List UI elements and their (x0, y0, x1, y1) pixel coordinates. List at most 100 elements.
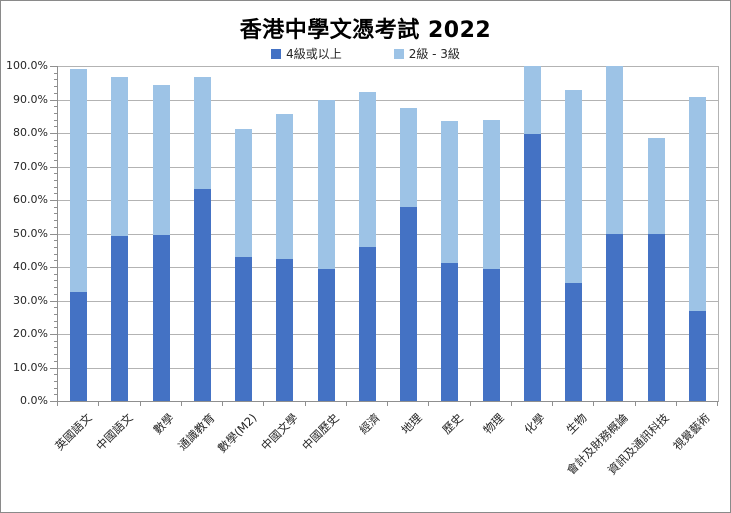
x-tick-1 (98, 402, 100, 406)
y-minor-tick-96 (54, 79, 57, 81)
bar-經濟 (358, 66, 376, 401)
y-minor-tick-46 (54, 246, 57, 248)
bar-segment-level2to3 (152, 84, 170, 235)
gridline-90 (58, 99, 718, 101)
y-minor-tick-84 (54, 119, 57, 121)
bar-物理 (482, 66, 500, 401)
y-tick-label-80.0%: 80.0% (13, 126, 48, 139)
y-minor-tick-82 (54, 126, 57, 128)
bar-segment-level4plus (193, 188, 211, 401)
x-tick-11 (510, 402, 512, 406)
y-tick-label-100.0%: 100.0% (6, 59, 48, 72)
y-minor-tick-48 (54, 240, 57, 242)
x-label-數學: 數學 (150, 410, 177, 437)
bar-segment-level4plus (111, 235, 129, 401)
bar-歷史 (441, 66, 459, 401)
y-tick-label-30.0%: 30.0% (13, 293, 48, 307)
x-axis-ticks (57, 401, 718, 406)
x-tick-15 (675, 402, 677, 406)
legend-swatch-level4plus (271, 48, 282, 59)
x-tick-13 (593, 402, 595, 406)
y-minor-tick-76 (54, 146, 57, 148)
bar-segment-level4plus (358, 246, 376, 401)
y-minor-tick-32 (54, 293, 57, 295)
legend-item-level2to3: 2級 - 3級 (393, 45, 460, 62)
y-major-tick-10 (50, 367, 57, 369)
bar-segment-level2to3 (276, 113, 294, 259)
gridline-70 (58, 166, 718, 168)
bar-segment-level4plus (606, 234, 624, 401)
y-minor-tick-12 (54, 360, 57, 362)
y-minor-tick-36 (54, 280, 57, 282)
y-minor-tick-28 (54, 307, 57, 309)
y-tick-label-90.0%: 90.0% (13, 92, 48, 106)
y-minor-tick-2 (54, 394, 57, 396)
y-minor-tick-58 (54, 206, 57, 208)
bar-segment-level2to3 (565, 90, 583, 283)
y-major-tick-100 (50, 66, 57, 67)
bar-segment-level4plus (482, 268, 500, 401)
bar-生物 (565, 66, 583, 401)
x-tick-5 (263, 402, 265, 406)
y-minor-tick-24 (54, 320, 57, 322)
y-minor-tick-66 (54, 179, 57, 181)
x-tick-8 (387, 402, 388, 406)
y-major-tick-30 (50, 300, 57, 302)
gridline-30 (58, 300, 718, 302)
bar-segment-level2to3 (441, 121, 459, 263)
y-major-tick-40 (50, 267, 57, 268)
x-tick-16 (717, 402, 718, 406)
bar-segment-level4plus (565, 282, 583, 401)
y-minor-tick-22 (54, 327, 57, 329)
x-label-中國語文: 中國語文 (93, 410, 136, 454)
y-minor-tick-86 (54, 112, 57, 114)
y-tick-label-60.0%: 60.0% (13, 193, 48, 206)
y-minor-tick-52 (54, 226, 57, 228)
y-major-tick-20 (50, 334, 57, 335)
y-major-tick-60 (50, 200, 57, 201)
y-minor-tick-42 (54, 260, 57, 262)
x-tick-7 (345, 402, 347, 406)
bar-segment-level2to3 (193, 77, 211, 189)
x-tick-2 (139, 402, 141, 406)
x-tick-14 (634, 402, 636, 406)
y-minor-tick-16 (54, 347, 57, 349)
x-label-化學: 化學 (521, 410, 548, 437)
bar-資訊及通訊科技 (647, 66, 665, 401)
bar-segment-level2to3 (688, 97, 706, 312)
bar-地理 (400, 66, 418, 401)
plot-area (57, 66, 719, 402)
bar-segment-level4plus (441, 262, 459, 401)
bar-segment-level2to3 (647, 138, 665, 235)
chart-title: 香港中學文憑考試 2022 (239, 18, 492, 43)
bar-segment-level4plus (688, 311, 706, 401)
x-tick-10 (469, 402, 471, 406)
y-major-tick-80 (50, 133, 57, 134)
gridline-20 (58, 334, 718, 335)
y-major-tick-90 (50, 99, 57, 101)
y-minor-tick-18 (54, 340, 57, 342)
bar-segment-level2to3 (400, 108, 418, 208)
bar-中國歷史 (317, 66, 335, 401)
bar-segment-level4plus (647, 234, 665, 401)
y-minor-tick-38 (54, 273, 57, 275)
x-tick-12 (552, 402, 553, 406)
y-major-tick-50 (50, 233, 57, 235)
y-minor-tick-56 (54, 213, 57, 215)
y-minor-tick-98 (54, 72, 57, 74)
bar-化學 (523, 66, 541, 401)
gridline-80 (58, 133, 718, 134)
x-label-數學(M2): 數學(M2) (214, 410, 260, 456)
y-axis-ticks (50, 66, 57, 402)
bar-segment-level4plus (523, 134, 541, 401)
y-minor-tick-78 (54, 139, 57, 141)
y-minor-tick-94 (54, 86, 57, 88)
legend-swatch-level2to3 (393, 48, 404, 59)
gridline-100 (58, 66, 718, 67)
bar-數學(M2) (235, 66, 253, 401)
y-minor-tick-14 (54, 354, 57, 356)
bar-segment-level4plus (152, 234, 170, 401)
bar-segment-level2to3 (111, 77, 129, 236)
y-major-tick-70 (50, 166, 57, 168)
bar-segment-level2to3 (70, 69, 88, 293)
